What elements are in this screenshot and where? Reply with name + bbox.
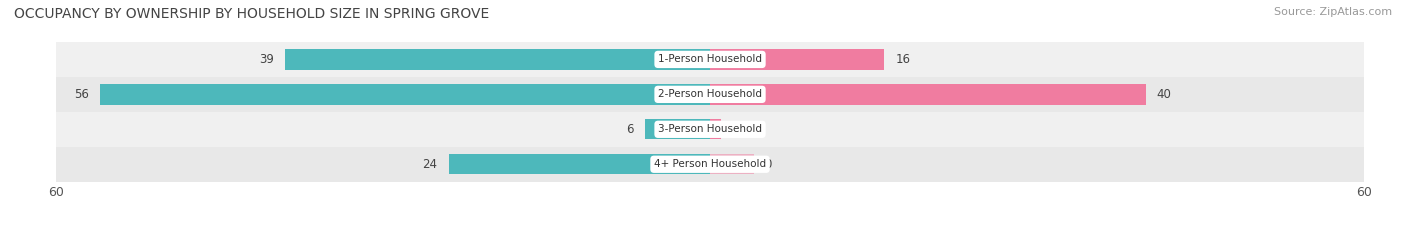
Bar — [56, 112, 1364, 147]
Bar — [100, 84, 710, 105]
Bar — [56, 147, 1364, 182]
Text: 39: 39 — [259, 53, 274, 66]
Text: OCCUPANCY BY OWNERSHIP BY HOUSEHOLD SIZE IN SPRING GROVE: OCCUPANCY BY OWNERSHIP BY HOUSEHOLD SIZE… — [14, 7, 489, 21]
Bar — [710, 154, 754, 174]
Text: 6: 6 — [626, 123, 634, 136]
Bar — [710, 119, 721, 139]
Text: 1: 1 — [731, 123, 740, 136]
Bar — [56, 77, 1364, 112]
Bar — [644, 119, 710, 139]
Text: 16: 16 — [896, 53, 910, 66]
Text: 0: 0 — [765, 158, 772, 171]
Text: 40: 40 — [1157, 88, 1171, 101]
Bar — [449, 154, 710, 174]
Bar — [285, 49, 710, 69]
Text: 2-Person Household: 2-Person Household — [658, 89, 762, 99]
Bar — [710, 84, 1146, 105]
Text: Source: ZipAtlas.com: Source: ZipAtlas.com — [1274, 7, 1392, 17]
Bar — [56, 42, 1364, 77]
Text: 4+ Person Household: 4+ Person Household — [654, 159, 766, 169]
Text: 24: 24 — [423, 158, 437, 171]
Bar — [710, 49, 884, 69]
Text: 1-Person Household: 1-Person Household — [658, 55, 762, 64]
Text: 3-Person Household: 3-Person Household — [658, 124, 762, 134]
Text: 56: 56 — [75, 88, 89, 101]
